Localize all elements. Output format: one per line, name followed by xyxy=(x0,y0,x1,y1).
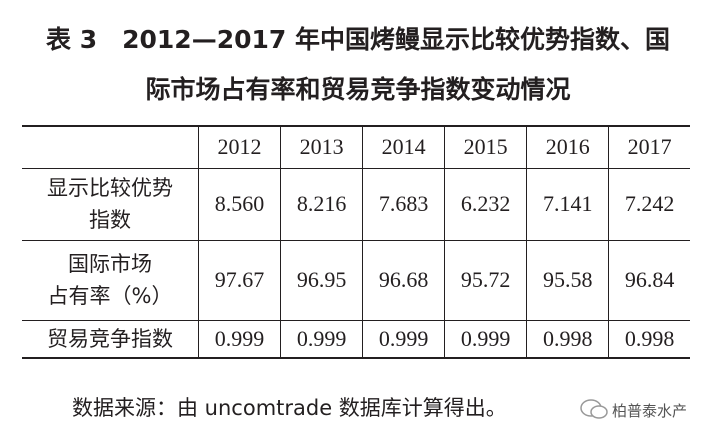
row-label: 贸易竞争指数 xyxy=(22,319,199,359)
header-cell xyxy=(22,125,199,169)
cell: 0.998 xyxy=(526,319,610,359)
cell: 95.72 xyxy=(444,239,528,321)
row-label-line: 国际市场 xyxy=(68,252,152,276)
row-label: 国际市场占有率（%） xyxy=(22,239,199,321)
header-cell: 2015 xyxy=(444,125,528,169)
cell: 7.242 xyxy=(608,167,690,241)
cell: 0.999 xyxy=(197,319,282,359)
cell: 6.232 xyxy=(444,167,528,241)
header-cell: 2016 xyxy=(526,125,610,169)
row-label: 显示比较优势 指数 xyxy=(22,167,199,241)
watermark-icon xyxy=(580,399,608,419)
source-note: 数据来源：由 uncomtrade 数据库计算得出。 xyxy=(72,396,507,420)
cell: 8.216 xyxy=(280,167,364,241)
header-cell: 2014 xyxy=(362,125,446,169)
cell: 0.998 xyxy=(608,319,690,359)
cell: 7.141 xyxy=(526,167,610,241)
row-label-line: 显示比较优势 xyxy=(47,176,173,200)
header-cell: 2012 xyxy=(197,125,282,169)
row-label-line: 指数 xyxy=(89,208,131,232)
cell: 96.84 xyxy=(608,239,690,321)
cell: 0.999 xyxy=(362,319,446,359)
title-line: 际市场占有率和贸易竞争指数变动情况 xyxy=(145,75,571,104)
cell: 7.683 xyxy=(362,167,446,241)
cell: 95.58 xyxy=(526,239,610,321)
header-row: 2012 2013 2014 2015 2016 2017 xyxy=(22,125,690,169)
row-label-line: 占有率（%） xyxy=(47,284,173,308)
cell: 97.67 xyxy=(197,239,282,321)
watermark: 柏普泰水产 xyxy=(612,402,688,420)
row-label-line: 贸易竞争指数 xyxy=(47,326,173,351)
data-row: 国际市场 占有率（%） 97.67 96.95 96.68 95.72 95.58 96.84 xyxy=(22,239,690,321)
title-line: 表 3 2012—2017 年中国烤鳗显示比较优势指数、国 xyxy=(46,25,670,54)
header-cell: 2013 xyxy=(280,125,364,169)
cell: 96.68 xyxy=(362,239,446,321)
cell: 8.560 xyxy=(197,167,282,241)
data-row: 贸易竞争指数 0.999 0.999 0.999 0.999 0.998 0.998 xyxy=(22,319,690,359)
cell: 96.95 xyxy=(280,239,364,321)
data-row: 显示比较优势 指数 8.560 8.216 7.683 6.232 7.141 7.242 xyxy=(22,167,690,241)
data-table: 2012 2013 2014 2015 2016 2017 显示比较优势 指数 8.560 8.2… xyxy=(22,125,690,359)
cell: 0.999 xyxy=(280,319,364,359)
header-cell: 2017 xyxy=(608,125,690,169)
cell: 0.999 xyxy=(444,319,528,359)
